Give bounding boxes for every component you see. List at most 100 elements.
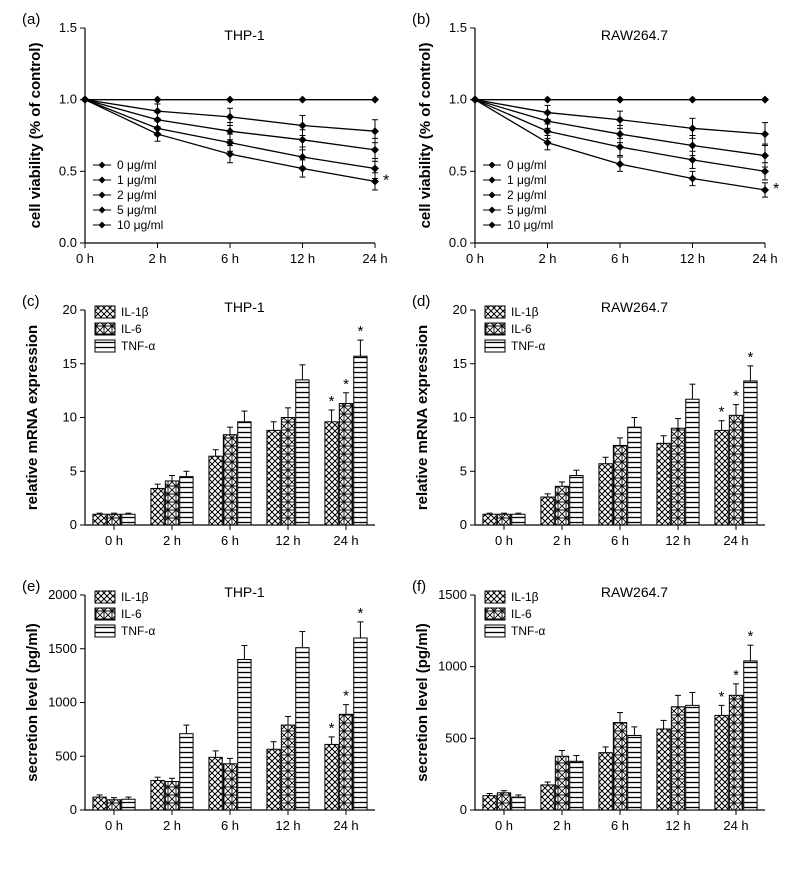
svg-text:12 h: 12 h <box>290 251 315 266</box>
svg-text:10 μg/ml: 10 μg/ml <box>117 218 163 232</box>
svg-text:relative mRNA expression: relative mRNA expression <box>24 325 41 510</box>
svg-text:THP-1: THP-1 <box>224 27 265 43</box>
svg-text:*: * <box>343 376 349 393</box>
svg-text:0.0: 0.0 <box>449 235 467 250</box>
svg-text:1.0: 1.0 <box>59 92 77 107</box>
svg-text:12 h: 12 h <box>275 533 300 548</box>
svg-text:2000: 2000 <box>48 587 77 602</box>
svg-text:12 h: 12 h <box>665 533 690 548</box>
svg-text:0: 0 <box>70 517 77 532</box>
svg-text:(d): (d) <box>412 293 430 310</box>
svg-text:12 h: 12 h <box>275 818 300 833</box>
svg-text:1000: 1000 <box>438 659 467 674</box>
svg-text:2 h: 2 h <box>163 533 181 548</box>
svg-text:2 h: 2 h <box>553 818 571 833</box>
svg-text:10: 10 <box>63 410 77 425</box>
svg-text:0.5: 0.5 <box>59 163 77 178</box>
svg-text:24 h: 24 h <box>362 251 387 266</box>
svg-text:0: 0 <box>460 517 467 532</box>
svg-text:0 h: 0 h <box>495 533 513 548</box>
svg-text:0: 0 <box>460 802 467 817</box>
svg-text:1 μg/ml: 1 μg/ml <box>117 173 157 187</box>
svg-text:6 h: 6 h <box>611 533 629 548</box>
svg-text:5 μg/ml: 5 μg/ml <box>117 203 157 217</box>
svg-text:24 h: 24 h <box>723 533 748 548</box>
svg-text:*: * <box>719 404 725 421</box>
svg-text:*: * <box>329 393 335 410</box>
svg-text:secretion level (pg/ml): secretion level (pg/ml) <box>414 623 431 781</box>
svg-text:(b): (b) <box>412 11 430 28</box>
svg-text:500: 500 <box>445 730 467 745</box>
svg-text:0 h: 0 h <box>466 251 484 266</box>
svg-text:0 μg/ml: 0 μg/ml <box>117 158 157 172</box>
svg-text:1.0: 1.0 <box>449 92 467 107</box>
svg-text:2 μg/ml: 2 μg/ml <box>117 188 157 202</box>
svg-text:0 μg/ml: 0 μg/ml <box>507 158 547 172</box>
svg-text:1000: 1000 <box>48 695 77 710</box>
svg-text:6 h: 6 h <box>611 251 629 266</box>
svg-text:24 h: 24 h <box>723 818 748 833</box>
svg-text:THP-1: THP-1 <box>224 584 265 600</box>
svg-text:10: 10 <box>453 410 467 425</box>
svg-text:relative mRNA expression: relative mRNA expression <box>414 325 431 510</box>
figure-composite: (a) THP-1 0.0 0.5 1.0 1.5 0 h 2 h 6 h 12 h 24 h cel… <box>0 0 800 869</box>
svg-text:RAW264.7: RAW264.7 <box>601 584 668 600</box>
svg-text:5: 5 <box>460 463 467 478</box>
svg-text:IL-1β: IL-1β <box>511 305 539 319</box>
svg-text:IL-1β: IL-1β <box>511 590 539 604</box>
svg-text:IL-1β: IL-1β <box>121 590 149 604</box>
svg-text:(a): (a) <box>22 11 40 28</box>
svg-text:6 h: 6 h <box>221 251 239 266</box>
svg-text:2 h: 2 h <box>553 533 571 548</box>
svg-text:2 μg/ml: 2 μg/ml <box>507 188 547 202</box>
svg-text:6 h: 6 h <box>221 818 239 833</box>
svg-text:0 h: 0 h <box>105 533 123 548</box>
svg-text:1 μg/ml: 1 μg/ml <box>507 173 547 187</box>
svg-text:(c): (c) <box>22 293 40 310</box>
svg-text:2 h: 2 h <box>163 818 181 833</box>
svg-text:TNF-α: TNF-α <box>121 339 155 353</box>
svg-text:0 h: 0 h <box>76 251 94 266</box>
svg-text:IL-6: IL-6 <box>511 322 532 336</box>
svg-text:*: * <box>329 720 335 737</box>
svg-text:*: * <box>747 349 753 366</box>
svg-text:12 h: 12 h <box>680 251 705 266</box>
svg-text:TNF-α: TNF-α <box>511 624 545 638</box>
svg-text:RAW264.7: RAW264.7 <box>601 299 668 315</box>
svg-text:*: * <box>719 688 725 705</box>
svg-text:TNF-α: TNF-α <box>121 624 155 638</box>
svg-text:IL-6: IL-6 <box>121 607 142 621</box>
svg-text:5: 5 <box>70 463 77 478</box>
svg-text:TNF-α: TNF-α <box>511 339 545 353</box>
svg-text:*: * <box>357 605 363 622</box>
svg-text:0.5: 0.5 <box>449 163 467 178</box>
svg-text:0: 0 <box>70 802 77 817</box>
svg-text:(f): (f) <box>412 578 426 595</box>
svg-text:500: 500 <box>55 748 77 763</box>
svg-text:*: * <box>357 323 363 340</box>
svg-text:*: * <box>773 181 779 198</box>
svg-text:24 h: 24 h <box>333 818 358 833</box>
svg-text:*: * <box>747 628 753 645</box>
svg-text:15: 15 <box>453 356 467 371</box>
svg-text:cell viability (% of control): cell viability (% of control) <box>417 43 434 229</box>
svg-text:*: * <box>733 388 739 405</box>
svg-text:*: * <box>343 688 349 705</box>
svg-text:10 μg/ml: 10 μg/ml <box>507 218 553 232</box>
svg-text:15: 15 <box>63 356 77 371</box>
svg-text:1500: 1500 <box>48 641 77 656</box>
svg-text:1.5: 1.5 <box>449 20 467 35</box>
svg-text:2 h: 2 h <box>538 251 556 266</box>
svg-text:5 μg/ml: 5 μg/ml <box>507 203 547 217</box>
svg-text:IL-1β: IL-1β <box>121 305 149 319</box>
svg-text:6 h: 6 h <box>611 818 629 833</box>
svg-text:(e): (e) <box>22 578 40 595</box>
svg-text:*: * <box>733 667 739 684</box>
svg-text:0 h: 0 h <box>495 818 513 833</box>
svg-text:20: 20 <box>453 302 467 317</box>
svg-text:RAW264.7: RAW264.7 <box>601 27 668 43</box>
svg-text:IL-6: IL-6 <box>511 607 532 621</box>
svg-text:24 h: 24 h <box>333 533 358 548</box>
svg-text:20: 20 <box>63 302 77 317</box>
svg-text:6 h: 6 h <box>221 533 239 548</box>
